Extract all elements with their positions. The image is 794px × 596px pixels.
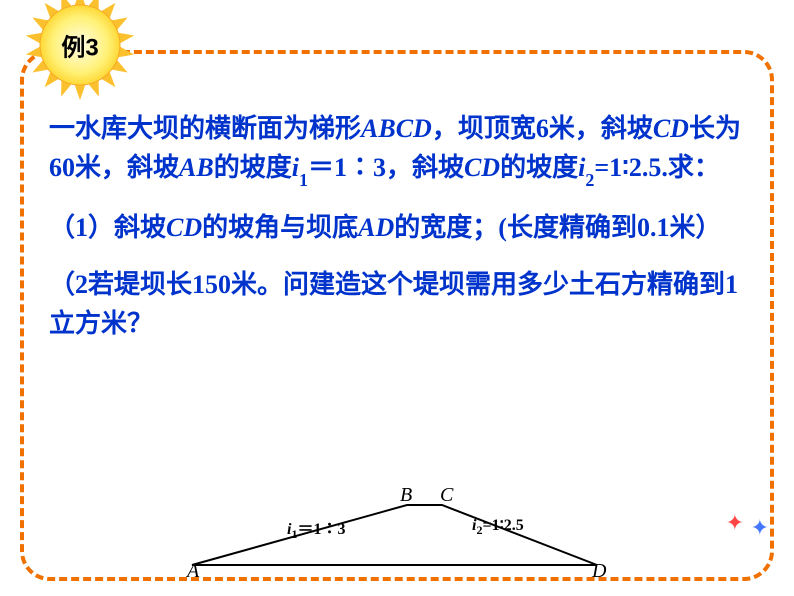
example-badge: 例3 — [20, 0, 140, 105]
problem-box: 一水库大坝的横断面为梯形ABCD，坝顶宽6米，斜坡CD长为60米，斜坡AB的坡度… — [20, 50, 774, 581]
t: （1）斜坡 — [49, 213, 166, 242]
q2-para: （2若堤坝长150米。问建造这个堤坝需用多少土石方精确到1立方米？ — [49, 265, 745, 343]
trapezoid-diagram: i1＝1∶3 i2=1∶2.5 A B C D — [182, 487, 612, 577]
t: i — [292, 153, 299, 182]
intro-para: 一水库大坝的横断面为梯形ABCD，坝顶宽6米，斜坡CD长为60米，斜坡AB的坡度… — [49, 109, 745, 190]
t: AD — [358, 213, 394, 242]
star-icon: ✦ — [726, 510, 744, 536]
t: （2若堤坝长150米。问建造这个堤坝需用多少土石方精确到1立方米？ — [49, 270, 738, 338]
t: 2 — [585, 170, 594, 190]
t: CD — [653, 114, 689, 143]
ratio1-label: i1＝1∶3 — [287, 515, 345, 542]
label-B: B — [400, 487, 412, 506]
ratio2-label: i2=1∶2.5 — [472, 515, 524, 538]
t: 1 — [299, 170, 308, 190]
t: ABCD — [361, 114, 432, 143]
t: ＝1∶3，斜坡 — [308, 153, 464, 182]
t: =1∶2.5 — [482, 517, 523, 534]
t: 的坡度 — [214, 153, 292, 182]
badge-label: 例3 — [61, 28, 98, 63]
star-icon: ✦ — [751, 515, 769, 541]
trapezoid-svg: A B C D — [182, 487, 612, 577]
t: =1∶2.5.求： — [594, 153, 720, 182]
t: AB — [179, 153, 214, 182]
t: ＝1∶3 — [297, 521, 345, 538]
t: CD — [166, 213, 202, 242]
problem-text: 一水库大坝的横断面为梯形ABCD，坝顶宽6米，斜坡CD长为60米，斜坡AB的坡度… — [49, 109, 745, 343]
label-A: A — [185, 560, 200, 577]
q1-para: （1）斜坡CD的坡角与坝底AD的宽度；(长度精确到0.1米） — [49, 208, 745, 247]
t: 的宽度；(长度精确到0.1米） — [394, 213, 721, 242]
t: CD — [464, 153, 500, 182]
t: 一水库大坝的横断面为梯形 — [49, 114, 361, 143]
t: 的坡角与坝底 — [202, 213, 358, 242]
t: ，坝顶宽6米，斜坡 — [432, 114, 653, 143]
t: 的坡度 — [500, 153, 578, 182]
label-C: C — [440, 487, 454, 506]
label-D: D — [591, 560, 607, 577]
